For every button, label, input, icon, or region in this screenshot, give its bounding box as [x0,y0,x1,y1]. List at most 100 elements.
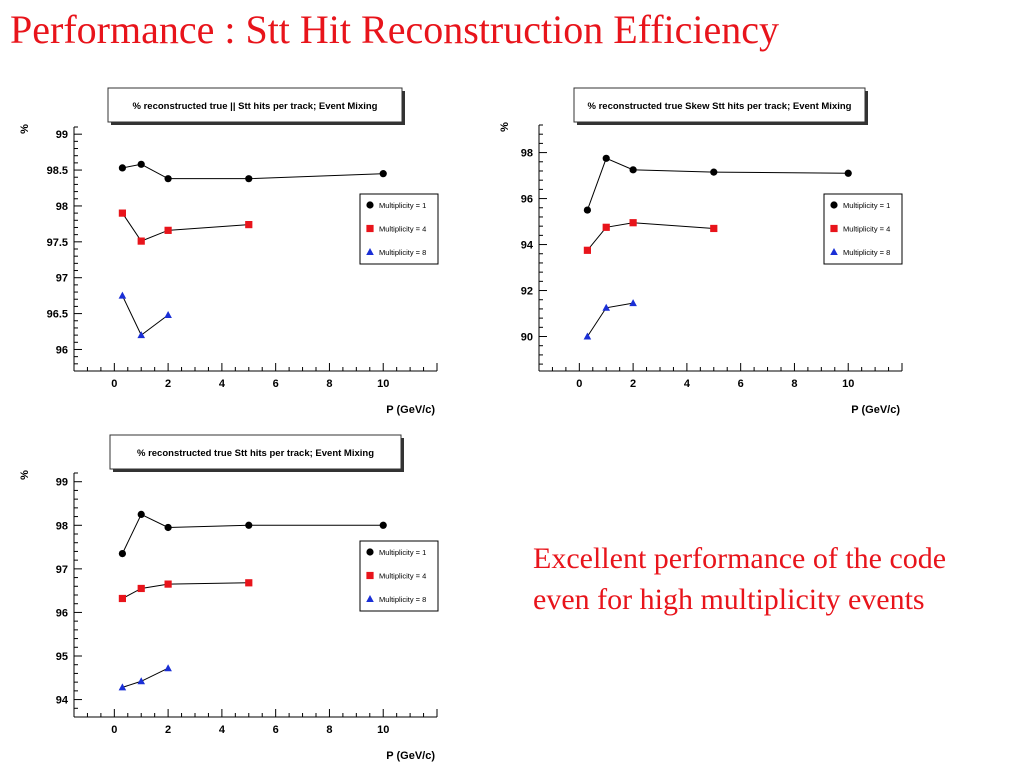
legend-label: Multiplicity = 4 [379,225,426,234]
y-axis-title: % [19,470,31,480]
data-point [118,550,126,558]
legend-marker [366,571,374,580]
data-point [602,223,610,231]
x-tick-label: 10 [377,378,389,390]
y-tick-label: 96 [56,607,68,619]
x-tick-label: 6 [273,724,279,736]
x-axis-title: P (GeV/c) [386,750,435,762]
data-point [118,291,127,299]
chart-skew-stt-hits: % reconstructed true Skew Stt hits per t… [499,87,903,416]
y-axis-title: % [19,124,31,134]
data-point [379,521,387,529]
data-point [844,169,852,177]
data-point [137,584,145,593]
y-tick-label: 98 [521,148,533,160]
x-tick-label: 4 [684,378,691,390]
data-point [164,226,172,234]
series-line [122,163,384,180]
x-tick-label: 10 [377,724,389,736]
legend-label: Multiplicity = 8 [379,248,426,257]
x-tick-label: 2 [165,724,171,736]
data-point [245,175,253,183]
summary-note: Excellent performance of the code even f… [533,542,947,616]
y-tick-label: 94 [56,695,69,707]
data-point [602,154,610,162]
legend-marker [366,224,374,233]
data-point [164,311,172,319]
series-line [586,302,634,337]
y-tick-label: 98 [56,201,68,213]
data-point [164,175,172,183]
data-point [602,303,611,311]
data-point [629,219,637,227]
chart-parallel-stt-hits: % reconstructed true || Stt hits per tra… [19,87,439,416]
y-axis-title: % [499,122,511,132]
x-tick-label: 0 [111,724,117,736]
x-tick-label: 10 [842,378,854,390]
y-tick-label: 95 [56,651,68,663]
x-tick-label: 4 [219,724,226,736]
legend-marker [830,248,838,255]
series-line [121,295,169,336]
data-point [583,246,591,254]
legend-marker [830,224,838,233]
legend-label: Multiplicity = 1 [379,201,426,210]
data-point [137,510,145,518]
series-line [121,212,249,242]
x-tick-label: 0 [576,378,582,390]
series-line [121,513,384,554]
data-point [245,221,253,229]
chart-title: % reconstructed true Skew Stt hits per t… [588,101,852,112]
data-point [137,331,146,339]
data-point [710,224,718,233]
data-point [164,523,172,532]
data-point [118,594,126,603]
data-point [137,160,145,168]
data-point [379,170,387,178]
y-tick-label: 90 [521,332,533,344]
x-tick-label: 8 [326,724,332,736]
y-tick-label: 99 [56,129,68,141]
data-point [118,164,126,172]
y-tick-label: 97.5 [47,237,68,249]
x-tick-label: 8 [791,378,797,390]
x-axis-title: P (GeV/c) [851,404,900,416]
y-tick-label: 97 [56,273,68,285]
data-point [629,299,637,307]
data-point [118,209,126,217]
series-line [122,582,249,599]
legend-label: Multiplicity = 1 [379,548,426,557]
legend-marker [366,201,374,209]
legend-label: Multiplicity = 4 [379,572,426,581]
y-tick-label: 96.5 [47,309,68,321]
legend-label: Multiplicity = 8 [379,595,426,604]
y-tick-label: 94 [521,240,534,252]
x-tick-label: 0 [111,378,117,390]
data-point [245,579,253,587]
legend-marker [366,548,374,556]
chart-title: % reconstructed true Stt hits per track;… [137,448,374,459]
legend-label: Multiplicity = 4 [843,225,890,234]
title-box [109,434,402,470]
title-box [107,87,403,123]
series-line [587,222,714,251]
x-tick-label: 2 [630,378,636,390]
x-axis-title: P (GeV/c) [386,404,435,416]
y-tick-label: 96 [56,344,68,356]
legend-label: Multiplicity = 1 [843,201,890,210]
series-line [586,157,849,211]
page-title: Performance : Stt Hit Reconstruction Eff… [10,7,780,52]
data-point [583,206,591,214]
data-point [137,677,146,685]
y-tick-label: 96 [521,194,533,206]
data-point [118,683,127,691]
y-tick-label: 92 [521,286,533,298]
data-point [164,580,172,588]
y-tick-label: 97 [56,564,68,576]
data-point [710,168,718,176]
x-tick-label: 6 [738,378,744,390]
data-point [137,237,145,245]
data-point [629,166,637,174]
x-tick-label: 6 [273,378,279,390]
chart-title: % reconstructed true || Stt hits per tra… [133,101,378,112]
